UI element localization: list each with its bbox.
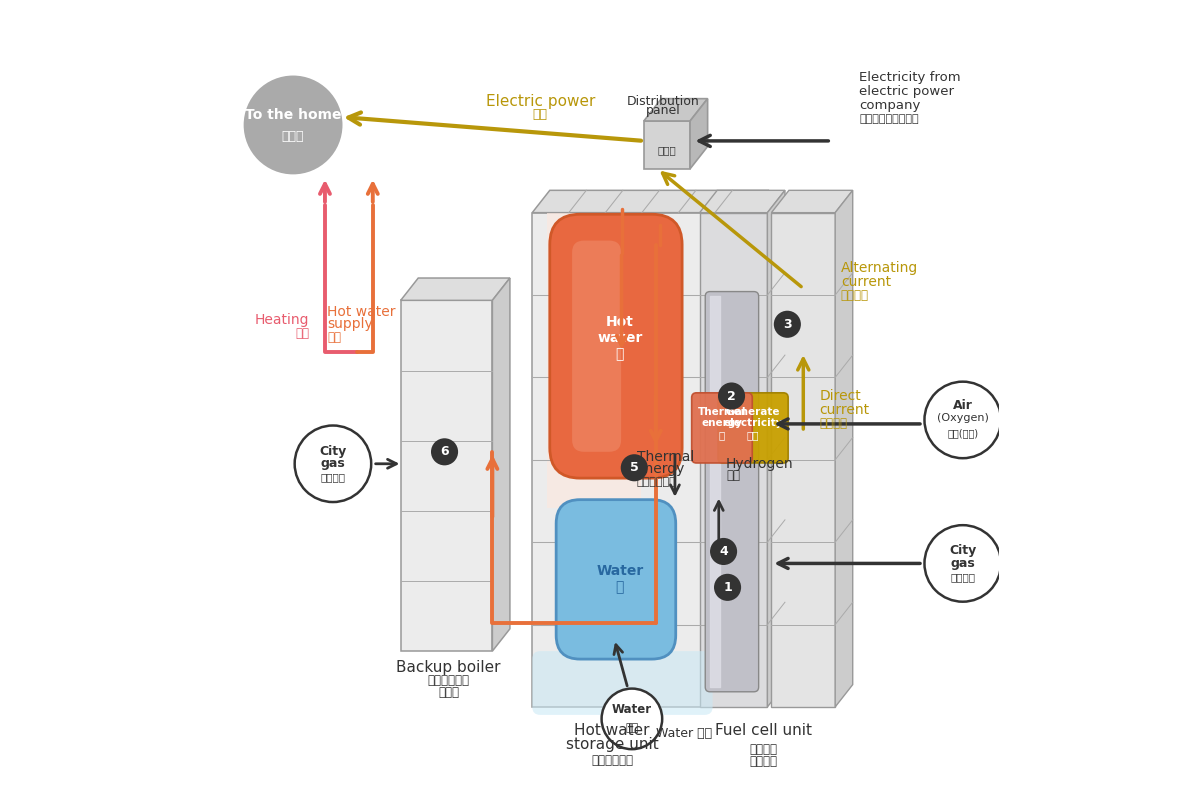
Text: (Oxygen): (Oxygen) (937, 414, 989, 423)
Polygon shape (401, 300, 492, 651)
Text: Hot water: Hot water (328, 306, 396, 319)
Text: Alternating: Alternating (841, 262, 918, 275)
Text: 貯湯ユニット: 貯湯ユニット (590, 754, 632, 767)
Text: 2: 2 (727, 390, 736, 402)
Text: 燃料電池: 燃料電池 (750, 743, 778, 757)
Text: 暖房: 暖房 (295, 326, 310, 339)
Text: 自宅へ: 自宅へ (282, 130, 305, 142)
Text: Hot water: Hot water (575, 723, 649, 738)
Polygon shape (772, 213, 835, 707)
Text: 4: 4 (719, 545, 728, 558)
Text: Water
水: Water 水 (596, 564, 643, 594)
Text: current: current (820, 402, 869, 417)
Text: Electric power: Electric power (486, 94, 595, 109)
Text: 給湯: 給湯 (328, 331, 341, 344)
Polygon shape (644, 98, 708, 121)
Circle shape (718, 382, 745, 410)
Text: Distribution: Distribution (626, 94, 700, 107)
Polygon shape (546, 213, 641, 508)
Text: storage unit: storage unit (565, 737, 659, 752)
Polygon shape (644, 121, 690, 169)
Text: company: company (859, 99, 920, 112)
Circle shape (244, 75, 342, 174)
Text: Hydrogen: Hydrogen (726, 457, 793, 470)
FancyBboxPatch shape (691, 393, 752, 463)
Text: Electricity from: Electricity from (859, 70, 961, 84)
Circle shape (774, 310, 800, 338)
Text: electric power: electric power (859, 85, 954, 98)
Text: 水素: 水素 (726, 470, 740, 482)
Circle shape (620, 454, 648, 482)
Polygon shape (768, 190, 785, 707)
Circle shape (431, 438, 458, 466)
Text: Heating: Heating (254, 314, 310, 327)
Text: Direct: Direct (820, 389, 860, 403)
Text: gas: gas (950, 557, 976, 570)
Text: 1: 1 (724, 581, 732, 594)
Text: energy: energy (637, 462, 685, 476)
FancyBboxPatch shape (533, 651, 713, 715)
Text: 電力会社からの電力: 電力会社からの電力 (859, 114, 919, 124)
Polygon shape (751, 190, 769, 707)
Text: Water 水道: Water 水道 (656, 726, 712, 740)
Text: 交流電気: 交流電気 (841, 289, 869, 302)
Text: Fuel cell unit: Fuel cell unit (715, 723, 812, 738)
Text: 都市ガス: 都市ガス (320, 472, 346, 482)
FancyBboxPatch shape (550, 214, 682, 478)
Text: ユニット: ユニット (750, 755, 778, 769)
Text: To the home: To the home (245, 108, 341, 122)
Polygon shape (533, 190, 769, 213)
Polygon shape (533, 213, 751, 707)
Text: Water: Water (612, 703, 652, 716)
Text: current: current (841, 275, 890, 289)
Polygon shape (772, 190, 853, 213)
Text: 水道: 水道 (625, 723, 638, 734)
Polygon shape (401, 278, 510, 300)
Text: 空気(酸素): 空気(酸素) (947, 428, 978, 438)
Text: Hot
water
湯: Hot water 湯 (598, 315, 643, 362)
Text: City: City (319, 445, 347, 458)
Text: 電力: 電力 (533, 108, 547, 121)
Text: 直流電気: 直流電気 (820, 417, 847, 430)
Circle shape (924, 525, 1001, 602)
Text: gas: gas (320, 458, 346, 470)
Text: supply: supply (328, 318, 373, 331)
Text: Thermal
energy
熱: Thermal energy 熱 (697, 406, 746, 440)
Text: 熱源機: 熱源機 (438, 686, 460, 699)
Circle shape (710, 538, 737, 565)
FancyBboxPatch shape (718, 393, 788, 463)
Text: 6: 6 (440, 446, 449, 458)
Circle shape (714, 574, 742, 601)
Circle shape (924, 382, 1001, 458)
Text: Generate
electricity
発電: Generate electricity 発電 (724, 406, 782, 440)
FancyBboxPatch shape (706, 291, 758, 692)
Text: バックアップ: バックアップ (427, 674, 469, 687)
Text: Thermal: Thermal (637, 450, 694, 464)
Text: 3: 3 (784, 318, 792, 330)
Text: City: City (949, 544, 977, 557)
Circle shape (295, 426, 371, 502)
Text: panel: panel (646, 104, 680, 117)
Text: 熱エネルギー: 熱エネルギー (637, 477, 677, 487)
Text: Air: Air (953, 399, 973, 412)
Polygon shape (700, 190, 785, 213)
Circle shape (601, 689, 662, 749)
Polygon shape (700, 213, 768, 707)
Text: 都市ガス: 都市ガス (950, 572, 976, 582)
Text: 5: 5 (630, 462, 638, 474)
Polygon shape (690, 98, 708, 169)
Polygon shape (835, 190, 853, 707)
FancyBboxPatch shape (572, 241, 622, 452)
Polygon shape (492, 278, 510, 651)
FancyBboxPatch shape (556, 500, 676, 659)
Text: 分電盤: 分電盤 (658, 145, 677, 154)
Text: Backup boiler: Backup boiler (396, 659, 500, 674)
